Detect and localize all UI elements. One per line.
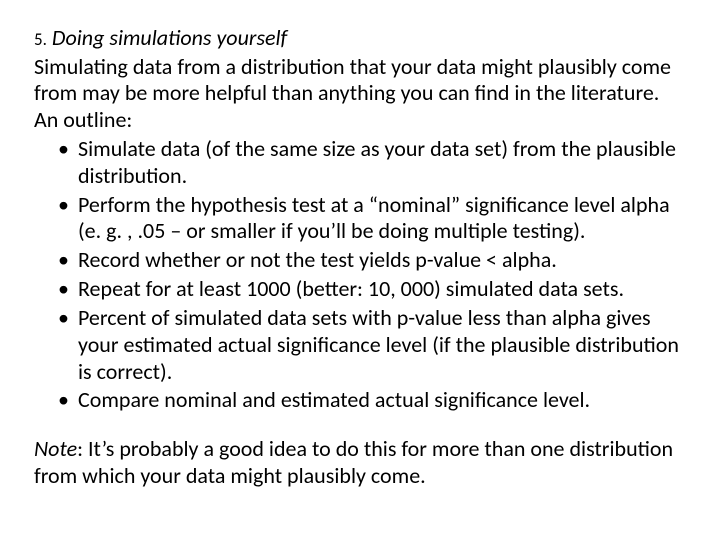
list-item: Record whether or not the test yields p-… [58,247,686,274]
list-item: Perform the hypothesis test at a “nomina… [58,192,686,246]
note-label: Note [34,435,77,462]
heading-number: 5. [34,29,47,50]
list-item: Repeat for at least 1000 (better: 10, 00… [58,276,686,303]
slide: 5. Doing simulations yourself Simulating… [0,0,720,540]
note-text: : It’s probably a good idea to do this f… [34,435,673,489]
list-item: Percent of simulated data sets with p-va… [58,305,686,385]
intro-paragraph: Simulating data from a distribution that… [34,54,686,134]
list-item: Compare nominal and estimated actual sig… [58,387,686,414]
heading: 5. Doing simulations yourself [34,24,686,52]
bullet-list: Simulate data (of the same size as your … [34,136,686,414]
note-paragraph: Note: It’s probably a good idea to do th… [34,436,686,490]
heading-title: Doing simulations yourself [52,24,287,51]
list-item: Simulate data (of the same size as your … [58,136,686,190]
